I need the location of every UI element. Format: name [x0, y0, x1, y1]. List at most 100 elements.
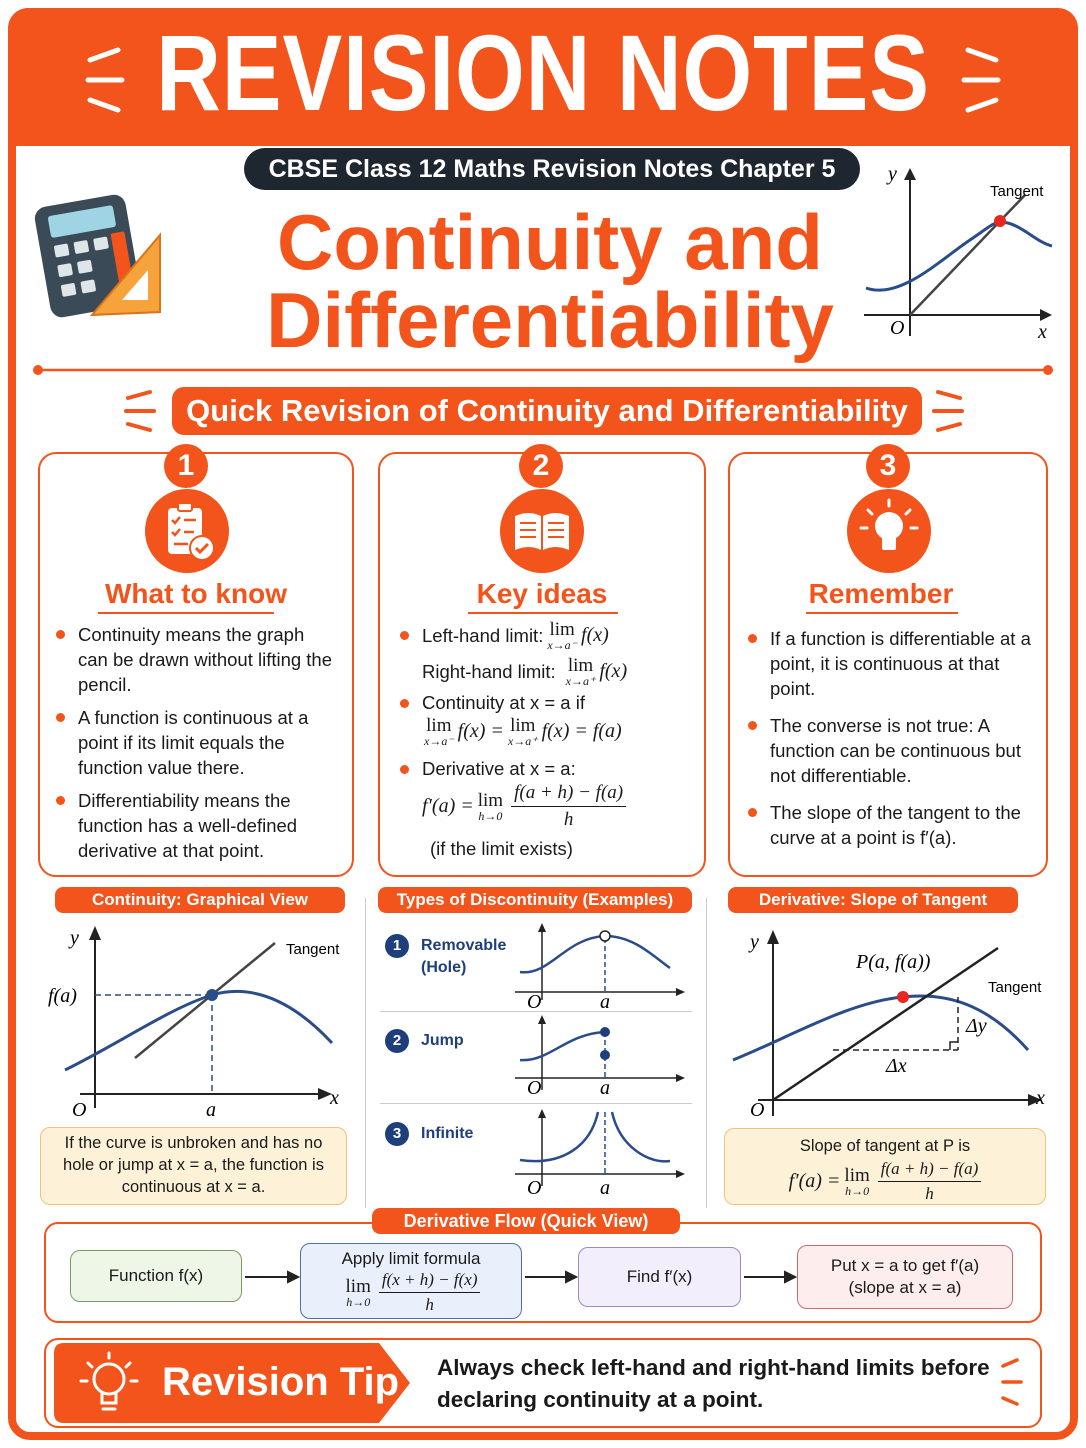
numerator: f(x + h) − f(x) — [378, 1270, 481, 1293]
caption-text: Slope of tangent at P is — [799, 1137, 971, 1155]
lim-sub: x→a⁻ — [424, 734, 454, 748]
tangent-label: Tangent — [988, 979, 1042, 996]
lim-sub: h→0 — [346, 1294, 371, 1309]
tangent-graph: y x O P(a, f(a)) Tangent Δx Δy — [732, 930, 1045, 1121]
bullet: Differentiability means the function has… — [54, 788, 334, 863]
infinite-graph: O a — [515, 1109, 685, 1198]
card-number: 3 — [866, 444, 910, 488]
panel-title: Derivative: Slope of Tangent — [728, 887, 1018, 913]
decorations — [33, 47, 1053, 432]
axis-label: y — [748, 931, 759, 953]
point-label: P(a, f(a)) — [855, 951, 931, 973]
tangent-label: Tangent — [286, 941, 340, 958]
underline — [468, 612, 618, 614]
lim-sub: x→a⁺ — [507, 734, 538, 748]
step-text: Apply limit formula — [341, 1248, 481, 1268]
point-label: f(a) — [48, 985, 77, 1007]
limit: lim h→0 — [346, 1277, 371, 1308]
type-label: Jump — [421, 1032, 464, 1049]
fraction: f(a + h) − f(a) h — [511, 782, 627, 831]
bullet-list: Continuity means the graph can be drawn … — [54, 622, 334, 871]
expression: f′(a) = — [422, 794, 474, 817]
flow-arrows — [245, 1270, 798, 1284]
axis-label: x — [1037, 321, 1047, 343]
bullet: The slope of the tangent to the curve at… — [746, 800, 1036, 850]
chapter-badge: CBSE Class 12 Maths Revision Notes Chapt… — [244, 148, 860, 190]
label: Continuity at x = a if — [422, 692, 585, 713]
bullet: If a function is differentiable at a poi… — [746, 626, 1036, 701]
fraction: f(x + h) − f(x) h — [378, 1270, 481, 1314]
bullet: A function is continuous at a point if i… — [54, 705, 334, 780]
clipboard-icon — [145, 489, 229, 573]
lim: lim — [567, 655, 594, 676]
point — [206, 989, 218, 1001]
origin-label: O — [527, 1177, 541, 1198]
lim: lim — [477, 789, 504, 811]
flow-step: Apply limit formula lim h→0 f(x + h) − f(… — [300, 1243, 522, 1319]
lim-sub: x→a⁺ — [565, 674, 596, 688]
type-number: 1 — [385, 934, 409, 958]
note: (if the limit exists) — [430, 838, 573, 859]
sparkles — [1001, 1358, 1023, 1406]
continuity-graph: y x O f(a) a Tangent — [48, 926, 340, 1120]
expression: f(x) — [599, 660, 628, 682]
lim: lim — [844, 1164, 870, 1186]
arrow — [1040, 309, 1052, 321]
axis-label: x — [1035, 1087, 1045, 1109]
bullet-list: If a function is differentiable at a poi… — [746, 626, 1036, 858]
separator — [706, 898, 707, 1208]
sparkles — [124, 390, 964, 432]
formula-row: Continuity at x = a if — [400, 692, 585, 714]
limit: lim x→a⁺ — [508, 716, 538, 747]
flow-step: Function f(x) — [70, 1250, 242, 1302]
flow-step: Find f′(x) — [578, 1247, 741, 1307]
step-text: Function f(x) — [108, 1266, 204, 1285]
header-band — [8, 8, 1078, 146]
curve — [64, 990, 334, 1072]
card-number: 2 — [519, 444, 563, 488]
tangent-label: Tangent — [990, 183, 1044, 200]
jump-graph: O a — [515, 1015, 685, 1099]
underline — [98, 612, 274, 614]
expression: f(x) = f(a) — [541, 720, 622, 742]
divider-dot — [1043, 365, 1053, 375]
lim: lim — [549, 619, 575, 640]
formula-row: Derivative at x = a: — [400, 758, 576, 780]
formula: lim h→0 f(x + h) − f(x) h — [342, 1270, 481, 1314]
arrow — [89, 926, 101, 940]
divider-dot — [33, 365, 43, 375]
bullet: Continuity means the graph can be drawn … — [54, 622, 334, 697]
sparkles — [85, 47, 1001, 113]
limit: lim h→0 — [478, 791, 503, 822]
heading: Continuity and — [277, 198, 823, 286]
flow-title: Derivative Flow (Quick View) — [372, 1208, 680, 1234]
lim: lim — [426, 715, 452, 736]
lim: lim — [345, 1275, 371, 1297]
origin-label: O — [890, 317, 904, 339]
step-text: Find f′(x) — [626, 1267, 693, 1286]
tip-title: Revision Tip — [162, 1360, 400, 1404]
point-label: a — [600, 1177, 610, 1198]
label: Right-hand limit: — [422, 660, 556, 682]
lim-sub: h→0 — [478, 808, 503, 823]
formula-row: f′(a) = lim h→0 f(a + h) − f(a) h — [422, 782, 627, 831]
fraction: f(a + h) − f(a) h — [877, 1159, 982, 1203]
formula-row: lim x→a⁻ f(x) = lim x→a⁺ f(x) = f(a) — [420, 716, 622, 747]
type-number: 3 — [385, 1122, 409, 1146]
curve — [865, 220, 1053, 292]
bullet-dot — [400, 764, 409, 774]
panel-title: Continuity: Graphical View — [55, 887, 345, 913]
numerator: f(a + h) − f(a) — [511, 782, 627, 807]
separator — [380, 1011, 692, 1012]
caption: Slope of tangent at P is f′(a) = lim h→0 … — [724, 1128, 1046, 1205]
tip-box — [44, 1338, 1042, 1428]
delta-label: Δy — [965, 1015, 987, 1037]
type-label: Infinite — [421, 1125, 474, 1142]
expression: f(x) — [581, 624, 609, 646]
arrow — [318, 1088, 332, 1100]
card-title: Remember — [808, 578, 954, 609]
point-label: a — [206, 1099, 216, 1120]
formula: f′(a) = lim h→0 f(a + h) − f(a) h — [725, 1159, 1045, 1203]
flow-step: Put x = a to get f′(a) (slope at x = a) — [797, 1245, 1013, 1309]
panel-title: Types of Discontinuity (Examples) — [378, 887, 692, 913]
